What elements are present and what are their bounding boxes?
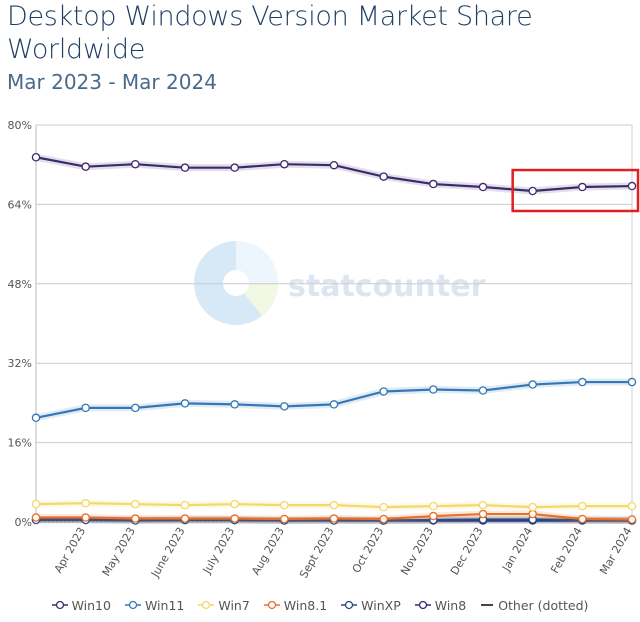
data-point [379, 387, 388, 396]
data-point [429, 501, 438, 511]
data-point [329, 514, 339, 523]
legend-label: Win7 [218, 598, 250, 613]
data-point [627, 377, 637, 387]
legend-item[interactable]: WinXP [341, 598, 401, 613]
legend-item[interactable]: Other (dotted) [480, 598, 588, 613]
data-point [578, 514, 587, 524]
chart-title: Desktop Windows Version Market Share Wor… [7, 1, 533, 65]
data-point [280, 159, 289, 169]
x-tick-label: Dec 2023 [448, 525, 486, 577]
data-point [429, 511, 438, 521]
data-point [528, 509, 537, 519]
data-point [429, 179, 438, 189]
data-point [627, 515, 637, 524]
y-tick-label: 48% [8, 278, 32, 291]
data-point [230, 499, 239, 509]
y-tick-label: 32% [8, 357, 32, 370]
line-marker-icon [480, 598, 494, 613]
legend-item[interactable]: Win11 [124, 598, 185, 613]
chart-subtitle: Mar 2023 - Mar 2024 [7, 70, 217, 94]
data-point [180, 514, 190, 523]
statcounter-watermark: statcounter [194, 241, 486, 325]
data-point [131, 514, 140, 523]
legend-item[interactable]: Win8.1 [263, 598, 328, 613]
x-tick-label: Oct 2023 [350, 525, 387, 575]
data-point [329, 160, 339, 170]
data-point [230, 400, 239, 409]
data-point [180, 500, 190, 510]
legend-label: Other (dotted) [498, 598, 589, 613]
data-point [578, 377, 587, 387]
circle-marker-icon [51, 598, 68, 613]
data-point [280, 514, 289, 524]
data-point [81, 498, 90, 508]
y-tick-label: 64% [8, 198, 32, 211]
data-point [280, 402, 289, 411]
data-point [230, 163, 239, 172]
x-tick-label: July 2023 [200, 525, 237, 577]
data-point [230, 514, 239, 523]
legend-item[interactable]: Win10 [51, 598, 111, 613]
x-tick-label: Sept 2023 [297, 525, 337, 580]
legend-label: Win10 [71, 598, 111, 613]
data-point [31, 499, 41, 509]
data-point [81, 513, 90, 522]
data-point [180, 163, 190, 172]
y-tick-label: 0% [15, 516, 32, 529]
circle-marker-icon [263, 598, 280, 613]
data-point [31, 513, 41, 522]
data-point [131, 499, 140, 509]
legend-item[interactable]: Win7 [198, 598, 250, 613]
data-point [478, 509, 488, 519]
data-point [131, 159, 140, 169]
data-point [528, 380, 537, 389]
circle-marker-icon [124, 598, 141, 613]
data-point [578, 501, 587, 511]
data-point [528, 186, 537, 196]
circle-marker-icon [341, 598, 358, 613]
x-tick-label: Aug 2023 [249, 525, 287, 577]
data-point [31, 413, 41, 423]
data-point [329, 400, 339, 409]
highlight-box [511, 168, 640, 213]
legend: Win10 Win11 Win7 Win8.1 WinXP Win8 Other (dott… [0, 598, 640, 613]
data-point [379, 514, 388, 524]
data-point [478, 500, 488, 510]
data-point [180, 399, 190, 408]
data-point [478, 182, 488, 192]
x-tick-label: Mar 2024 [597, 525, 634, 577]
series-glow [35, 378, 632, 422]
data-point [280, 500, 289, 510]
x-tick-label: Apr 2023 [52, 525, 89, 575]
data-point [478, 386, 488, 395]
data-point [627, 181, 637, 191]
legend-label: Win11 [144, 598, 185, 613]
data-point [81, 162, 90, 171]
x-tick-label: May 2023 [100, 525, 138, 578]
data-point [379, 502, 388, 512]
data-point [329, 500, 339, 510]
data-point [429, 385, 438, 394]
data-point [578, 182, 587, 192]
data-point [31, 153, 41, 162]
x-tick-label: Feb 2024 [548, 525, 585, 576]
data-point [627, 501, 637, 511]
data-point [81, 403, 90, 413]
circle-marker-icon [198, 598, 215, 613]
legend-label: WinXP [361, 598, 401, 613]
svg-text:statcounter: statcounter [288, 269, 486, 304]
y-tick-label: 80% [8, 119, 32, 132]
x-tick-label: June 2023 [148, 525, 187, 580]
data-point [379, 172, 388, 181]
data-point [131, 403, 140, 413]
circle-marker-icon [414, 598, 431, 613]
x-tick-label: Jan 2024 [499, 525, 535, 574]
x-tick-label: Nov 2023 [398, 525, 436, 577]
data-point [528, 502, 537, 512]
legend-item[interactable]: Win8 [414, 598, 467, 613]
legend-label: Win8 [434, 598, 467, 613]
legend-label: Win8.1 [283, 598, 328, 613]
y-tick-label: 16% [8, 437, 32, 450]
